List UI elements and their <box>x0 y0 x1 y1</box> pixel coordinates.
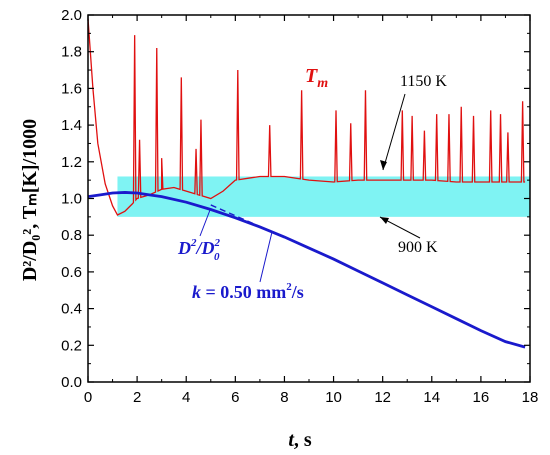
k-label-sup: 2 <box>286 281 292 293</box>
series-d2-line <box>87 191 526 349</box>
y-tick-label: 1.8 <box>61 44 82 61</box>
tm-series-label: Tm <box>305 65 328 91</box>
k-arrow <box>259 231 273 283</box>
y-tick-label: 0.8 <box>61 227 82 244</box>
y-tick-label: 0.0 <box>61 374 82 391</box>
x-tick-label: 14 <box>423 389 440 406</box>
y-tick-label: 2.0 <box>61 7 82 24</box>
k-label-symbol: k <box>192 282 201 302</box>
low-temp-arrowhead <box>380 217 389 224</box>
k-label-suffix: /s <box>291 282 304 302</box>
high-temp-arrowhead <box>380 160 387 170</box>
k-label: k = 0.50 mm2/s <box>192 281 304 302</box>
k-label-text: = 0.50 mm <box>201 282 286 302</box>
y-axis-title: D²/D₀², Tₘ[K]/1000 <box>19 119 41 281</box>
d2-label-slash: /D <box>195 238 215 258</box>
y-tick-label: 0.2 <box>61 337 82 354</box>
y-tick-label: 1.6 <box>61 80 82 97</box>
x-axis-title: t, s <box>288 429 312 451</box>
high-temp-label: 1150 K <box>400 73 447 90</box>
d2-label-sub: 0 <box>214 251 220 263</box>
band-layer <box>117 176 530 217</box>
y-tick-label: 1.2 <box>61 154 82 171</box>
fit-line <box>210 204 310 249</box>
x-tick-label: 0 <box>84 389 92 406</box>
tm-label-symbol: T <box>305 65 318 87</box>
high-temp-arrow <box>382 93 406 171</box>
x-tick-label: 8 <box>280 389 288 406</box>
y-tick-label: 1.0 <box>61 191 82 208</box>
y-tick-label: 0.6 <box>61 264 82 281</box>
x-tick-label: 10 <box>325 389 342 406</box>
y-tick-label: 1.4 <box>61 117 82 134</box>
x-tick-label: 2 <box>133 389 141 406</box>
tm-label-sub: m <box>317 76 328 91</box>
series-tm-line <box>87 18 526 216</box>
temperature-band <box>117 176 530 217</box>
series-layer <box>87 18 526 349</box>
x-tick-label: 12 <box>374 389 391 406</box>
x-tick-label: 4 <box>182 389 190 406</box>
x-axis-title-unit: , s <box>294 429 312 451</box>
axes-layer: 0 2 4 6 8 10 12 14 16 18 0.0 0.2 0.4 0.6 0.8 1.0 1.2 1.4 1… <box>61 7 538 406</box>
x-tick-label: 6 <box>231 389 239 406</box>
x-tick-label: 16 <box>473 389 490 406</box>
d2-label-main: D <box>177 238 191 258</box>
d2-series-label: D2/D2 0 <box>177 237 221 263</box>
low-temp-label: 900 K <box>398 239 438 256</box>
d2-label-sup2: 2 <box>214 237 221 249</box>
d2-arrow <box>199 209 211 237</box>
y-tick-label: 0.4 <box>61 301 82 318</box>
x-axis-title-symbol: t <box>288 429 295 451</box>
d2-label-sup: 2 <box>190 237 197 249</box>
x-tick-label: 18 <box>522 389 539 406</box>
